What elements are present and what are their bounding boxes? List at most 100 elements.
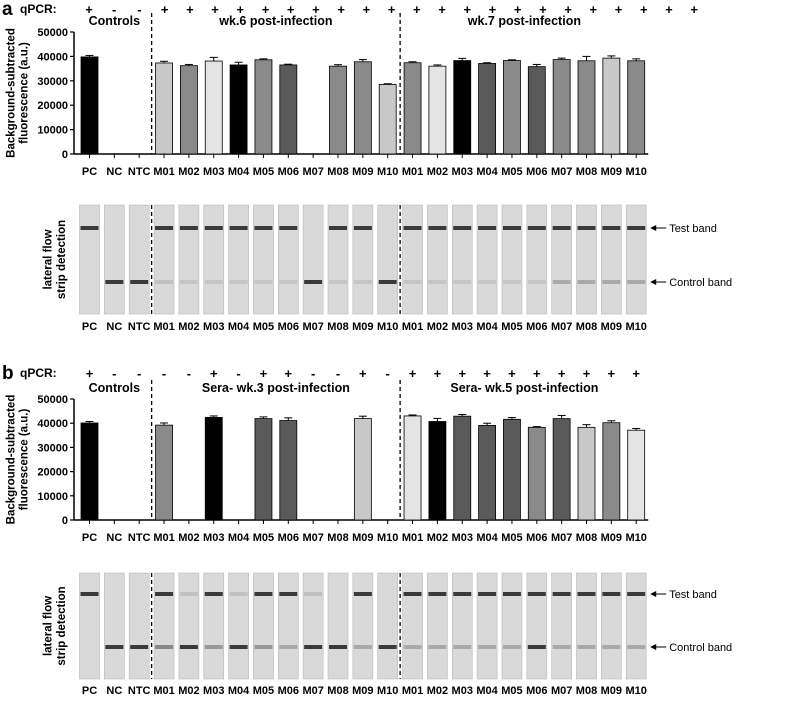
test-band bbox=[627, 592, 646, 596]
x-tick-label: M04 bbox=[476, 532, 498, 544]
strip-label: M01 bbox=[153, 321, 174, 333]
qpcr-sign: + bbox=[608, 366, 616, 381]
x-tick-label: PC bbox=[82, 166, 97, 178]
x-tick-label: M03 bbox=[203, 532, 224, 544]
qpcr-sign: + bbox=[262, 2, 270, 17]
control-band bbox=[229, 645, 248, 649]
flow-strip bbox=[277, 204, 299, 315]
test-band-label: Test band bbox=[669, 589, 717, 601]
test-band bbox=[329, 226, 347, 230]
flow-strip bbox=[377, 572, 399, 680]
bar bbox=[527, 426, 546, 521]
control-band bbox=[577, 280, 596, 284]
strip-label: M09 bbox=[352, 685, 373, 697]
qpcr-sign: + bbox=[285, 366, 293, 381]
flow-strip bbox=[277, 572, 299, 680]
panel-letter: b bbox=[2, 363, 14, 384]
flow-strip bbox=[451, 204, 473, 315]
x-tick-label: M07 bbox=[302, 532, 323, 544]
qpcr-sign: + bbox=[211, 2, 219, 17]
strip-label: M10 bbox=[377, 321, 398, 333]
qpcr-sign: + bbox=[434, 366, 442, 381]
control-band bbox=[502, 645, 521, 649]
qpcr-sign: - bbox=[187, 366, 191, 381]
qpcr-sign: + bbox=[363, 2, 371, 17]
flow-strip bbox=[625, 204, 647, 315]
flow-strip bbox=[352, 572, 374, 680]
x-tick-label: M03 bbox=[203, 166, 224, 178]
qpcr-sign: + bbox=[210, 366, 218, 381]
flow-strip bbox=[203, 572, 225, 680]
control-band bbox=[304, 645, 323, 649]
x-tick-label: M09 bbox=[601, 166, 622, 178]
strip-label: M03 bbox=[203, 685, 224, 697]
y-tick-label: 20000 bbox=[37, 100, 68, 112]
bar bbox=[80, 56, 99, 155]
bar bbox=[627, 429, 646, 521]
test-band bbox=[254, 226, 273, 230]
flow-strip bbox=[128, 572, 150, 680]
test-band bbox=[627, 226, 646, 230]
test-band-label: Test band bbox=[669, 223, 717, 235]
test-band bbox=[527, 226, 546, 230]
x-tick-label: M10 bbox=[625, 166, 646, 178]
bar bbox=[478, 424, 497, 521]
qpcr-label: qPCR: bbox=[20, 366, 57, 380]
y-tick-label: 30000 bbox=[37, 76, 68, 88]
x-tick-label: M05 bbox=[501, 166, 522, 178]
strip-label: M03 bbox=[203, 321, 224, 333]
qpcr-sign: + bbox=[489, 2, 497, 17]
test-band bbox=[502, 226, 521, 230]
test-band bbox=[602, 226, 621, 230]
x-tick-label: M07 bbox=[302, 166, 323, 178]
bar bbox=[378, 84, 397, 155]
x-tick-label: M07 bbox=[551, 166, 572, 178]
bar bbox=[577, 60, 596, 155]
strip-label: M10 bbox=[625, 321, 646, 333]
control-band bbox=[627, 645, 646, 649]
test-band bbox=[453, 226, 472, 230]
strip-label: M06 bbox=[526, 685, 547, 697]
qpcr-sign: + bbox=[615, 2, 623, 17]
flow-strip bbox=[253, 572, 274, 680]
flow-strip bbox=[327, 572, 349, 680]
control-band bbox=[204, 280, 223, 284]
group-title: wk.7 post-infection bbox=[467, 14, 581, 28]
flow-strip bbox=[153, 572, 175, 680]
qpcr-label: qPCR: bbox=[20, 2, 57, 16]
control-band bbox=[552, 645, 571, 649]
control-band bbox=[602, 645, 621, 649]
control-band bbox=[130, 645, 149, 649]
bar bbox=[179, 65, 198, 155]
qpcr-sign: + bbox=[558, 366, 566, 381]
test-band bbox=[80, 226, 99, 230]
qpcr-sign: + bbox=[359, 366, 367, 381]
y-tick-label: 40000 bbox=[37, 418, 68, 430]
x-tick-label: M02 bbox=[427, 166, 448, 178]
arrow-head bbox=[650, 225, 657, 231]
strip-label: M06 bbox=[278, 685, 299, 697]
strip-label: M10 bbox=[377, 685, 398, 697]
x-tick-label: M01 bbox=[402, 532, 423, 544]
control-band bbox=[403, 280, 422, 284]
bar bbox=[602, 422, 621, 521]
bar bbox=[403, 62, 422, 155]
control-band bbox=[304, 280, 323, 284]
bar bbox=[155, 62, 173, 155]
test-band bbox=[229, 592, 248, 596]
strip-label: PC bbox=[82, 321, 97, 333]
qpcr-sign: + bbox=[514, 2, 522, 17]
bar bbox=[403, 415, 422, 521]
bar bbox=[329, 65, 347, 155]
qpcr-sign: + bbox=[508, 366, 516, 381]
flow-strip bbox=[104, 204, 125, 315]
flow-strip bbox=[302, 572, 324, 680]
bar bbox=[279, 64, 298, 155]
x-tick-label: M05 bbox=[501, 532, 522, 544]
strip-label: M01 bbox=[402, 321, 423, 333]
bar bbox=[428, 421, 447, 521]
strip-label: M08 bbox=[576, 321, 597, 333]
bar bbox=[155, 424, 173, 521]
qpcr-sign: + bbox=[86, 366, 94, 381]
arrow-head bbox=[650, 644, 657, 650]
